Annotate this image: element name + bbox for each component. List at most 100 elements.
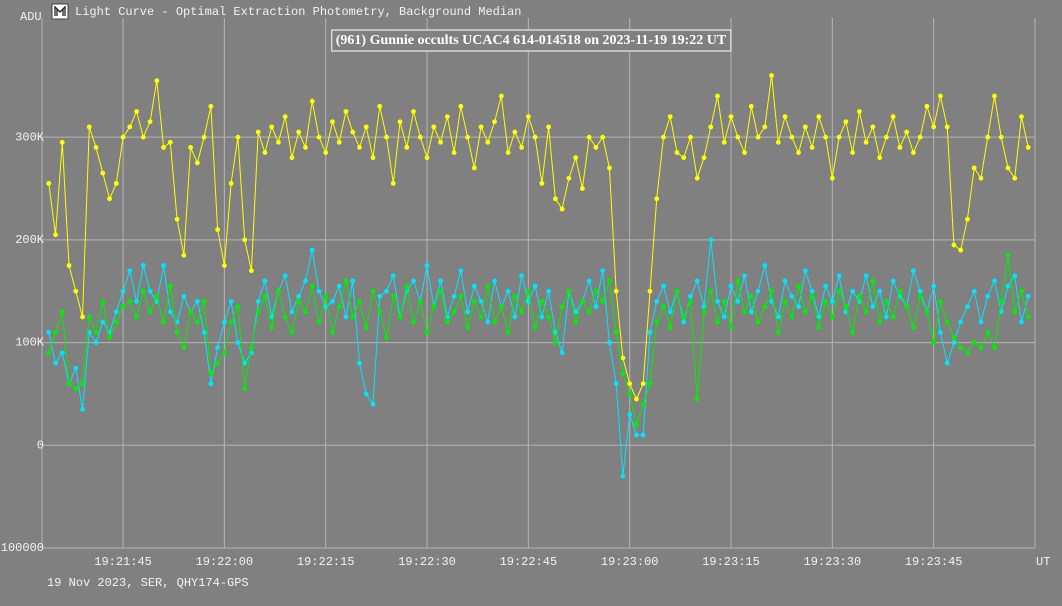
data-point [742,309,747,315]
data-point [877,288,883,294]
window-title: Light Curve - Optimal Extraction Photome… [75,5,521,19]
data-point [715,299,720,304]
data-point [134,299,139,304]
x-tick-label: 19:22:30 [398,555,456,569]
data-point [451,293,457,299]
data-point [350,314,356,320]
data-point [708,288,714,294]
data-point [384,134,389,140]
data-point [627,412,633,417]
data-point [140,263,146,268]
data-point [748,103,754,109]
data-point [377,103,383,109]
data-point [397,119,403,125]
data-point [411,319,416,325]
data-point [829,175,835,181]
data-point [647,381,653,387]
data-point [546,288,552,294]
data-point [357,360,362,366]
data-point [573,155,579,161]
data-point [147,309,153,315]
data-point [782,114,788,120]
data-point [444,319,450,325]
data-point [431,304,437,310]
data-point [971,165,977,171]
data-point [485,319,491,325]
data-point [458,268,464,274]
data-point [992,345,997,351]
data-point [802,268,808,274]
data-point [174,216,180,222]
data-point [640,401,646,407]
data-point [985,329,991,335]
x-tick-label: 19:23:30 [804,555,862,569]
y-tick-label: 300K [15,130,45,144]
data-point [924,309,930,315]
data-point [451,150,457,155]
data-point [566,288,572,294]
data-point [276,288,281,294]
data-point [296,293,302,299]
data-point [73,365,79,371]
data-point [883,314,889,320]
data-point [303,309,308,315]
data-point [613,288,619,294]
data-point [120,134,126,140]
data-point [343,314,349,320]
data-point [552,340,558,345]
data-point [100,299,106,304]
data-point [742,150,747,155]
data-point [525,114,531,120]
data-point [559,350,565,356]
data-point [370,288,376,294]
data-point [904,129,910,135]
data-point [715,319,720,325]
data-point [255,299,261,304]
data-point [424,155,430,161]
data-point [863,309,869,315]
data-point [262,150,268,155]
data-point [816,114,822,120]
data-point [330,119,335,125]
data-point [721,139,727,145]
data-point [127,299,133,304]
data-point [201,299,207,304]
data-point [938,93,943,99]
grid: 100000 0 100K 200K 300K 19:21:45 19:22:00 19:22… [1,18,1036,569]
data-point [775,314,781,320]
data-point [262,293,268,299]
footer: 19 Nov 2023, SER, QHY174-GPS [47,576,249,590]
data-point [647,288,653,294]
data-point [796,304,801,310]
data-point [255,309,261,315]
data-point [66,381,72,387]
data-point [113,319,119,325]
data-point [404,145,410,150]
data-point [438,139,443,145]
data-point [586,134,592,140]
data-point [728,114,734,120]
data-point [336,283,342,289]
data-point [1005,252,1011,258]
data-point [370,401,376,407]
data-point [140,134,146,140]
data-point [634,422,639,428]
data-point [296,299,302,304]
data-point [53,329,58,335]
data-point [363,124,369,130]
data-point [519,309,525,315]
data-point [269,314,275,320]
data-point [309,98,315,104]
data-point [843,119,849,125]
data-point [140,288,146,294]
data-point [944,124,950,130]
data-point [769,288,774,294]
data-point [681,155,687,161]
data-point [161,319,166,325]
data-point [823,299,828,304]
data-point [958,319,964,325]
data-point [471,299,477,304]
data-point [370,155,376,161]
data-point [546,124,552,130]
